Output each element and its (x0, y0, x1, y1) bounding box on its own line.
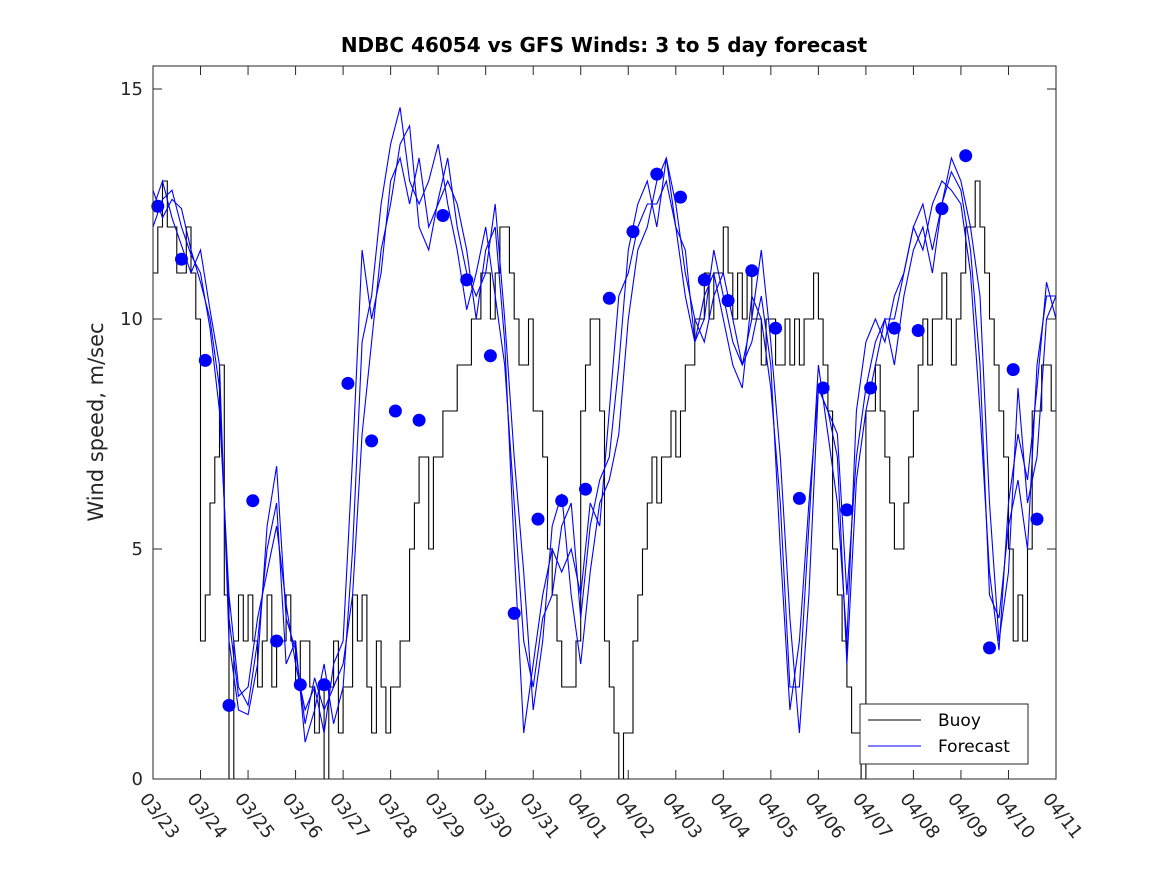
forecast-marker (792, 491, 806, 505)
forecast-marker (436, 209, 450, 222)
forecast-marker (175, 252, 188, 266)
forecast-marker (887, 321, 901, 335)
forecast-marker (935, 202, 949, 216)
forecast-marker (222, 698, 236, 712)
forecast-marker (769, 321, 783, 335)
forecast-marker (412, 413, 426, 427)
forecast-marker (531, 512, 545, 526)
forecast-marker (579, 482, 592, 496)
forecast-marker (1030, 512, 1044, 526)
forecast-marker (293, 678, 307, 692)
forecast-marker (483, 349, 497, 363)
legend-label-buoy: Buoy (938, 711, 981, 731)
forecast-marker (602, 291, 616, 305)
y-tick-label: 10 (120, 309, 143, 330)
forecast-marker (555, 494, 569, 508)
forecast-marker (650, 167, 664, 181)
legend: Buoy Forecast (859, 703, 1029, 765)
forecast-line-1 (153, 123, 1056, 734)
forecast-marker (198, 353, 212, 367)
forecast-marker (151, 199, 165, 213)
y-axis-label: Wind speed, m/sec (84, 322, 108, 521)
forecast-marker (626, 225, 640, 239)
forecast-marker (246, 494, 260, 508)
forecast-marker (1006, 363, 1020, 377)
forecast-marker (911, 324, 925, 337)
forecast-marker (674, 190, 687, 204)
forecast-marker (721, 294, 735, 308)
forecast-marker (317, 678, 331, 692)
y-tick-label: 0 (132, 769, 143, 790)
forecast-marker (864, 381, 878, 395)
forecast-markers (151, 149, 1044, 712)
forecast-marker (840, 503, 854, 517)
forecast-marker (341, 376, 355, 390)
forecast-line-3 (153, 156, 1056, 734)
forecast-marker (507, 606, 521, 620)
legend-label-forecast: Forecast (938, 737, 1010, 757)
forecast-marker (388, 404, 402, 418)
forecast-series (153, 107, 1056, 743)
forecast-marker (365, 434, 379, 448)
legend-box (859, 703, 1029, 765)
chart-title: NDBC 46054 vs GFS Winds: 3 to 5 day fore… (341, 33, 868, 57)
forecast-marker (270, 634, 284, 648)
forecast-marker (745, 264, 759, 278)
forecast-marker (460, 273, 474, 287)
forecast-marker (697, 273, 711, 287)
forecast-marker (959, 149, 973, 163)
forecast-marker (983, 641, 996, 655)
forecast-marker (816, 381, 830, 395)
y-tick-label: 5 (132, 539, 143, 560)
plot-axes-box (152, 65, 1057, 780)
y-tick-label: 15 (120, 79, 143, 100)
